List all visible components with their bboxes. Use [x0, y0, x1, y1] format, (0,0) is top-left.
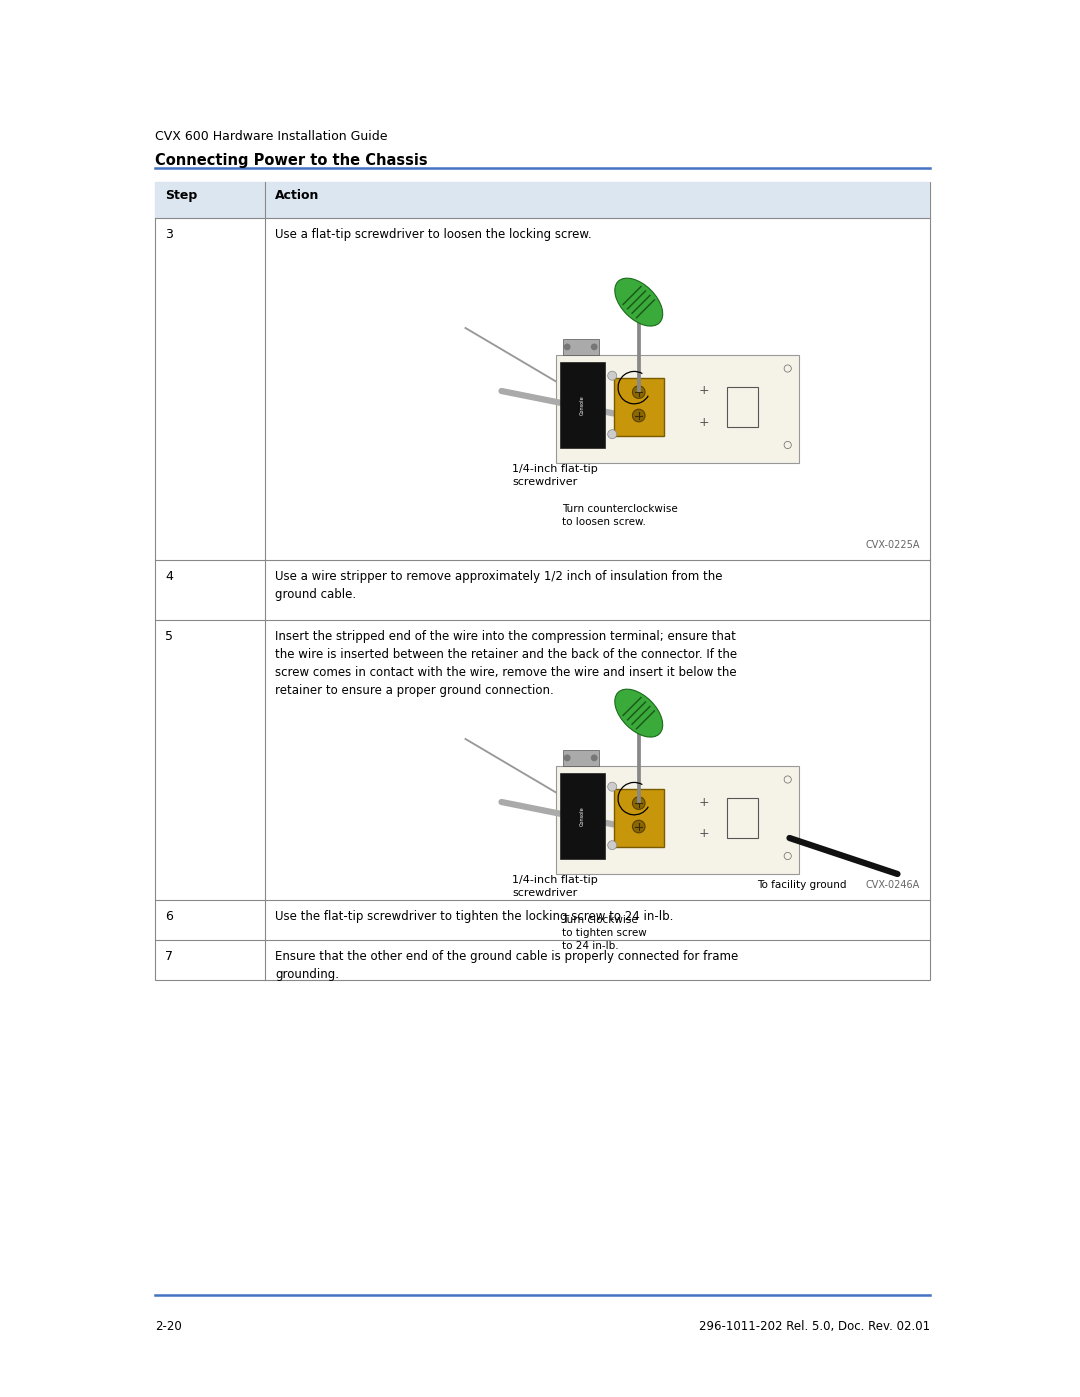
Bar — [561, 773, 605, 859]
Bar — [561, 362, 605, 447]
Text: +: + — [699, 795, 710, 809]
Text: Ensure that the other end of the ground cable is properly connected for frame
gr: Ensure that the other end of the ground … — [275, 950, 739, 981]
Text: Use the flat-tip screwdriver to tighten the locking screw to 24 in-lb.: Use the flat-tip screwdriver to tighten … — [275, 909, 673, 923]
Circle shape — [633, 386, 645, 398]
Text: Insert the stripped end of the wire into the compression terminal; ensure that
t: Insert the stripped end of the wire into… — [275, 630, 738, 697]
Bar — [615, 377, 663, 436]
Bar — [563, 750, 598, 766]
Text: To facility ground: To facility ground — [757, 880, 847, 890]
Text: CVX-0246A: CVX-0246A — [866, 880, 920, 890]
Text: +: + — [699, 384, 710, 398]
Circle shape — [633, 796, 645, 809]
Text: 2-20: 2-20 — [156, 1320, 181, 1333]
Circle shape — [608, 372, 617, 380]
Text: 1/4-inch flat-tip
screwdriver: 1/4-inch flat-tip screwdriver — [513, 875, 598, 898]
Bar — [555, 355, 798, 462]
Text: 7: 7 — [165, 950, 173, 963]
Bar — [615, 788, 663, 847]
Text: Turn counterclockwise
to loosen screw.: Turn counterclockwise to loosen screw. — [563, 504, 678, 527]
Circle shape — [592, 756, 597, 760]
Bar — [555, 766, 798, 875]
Circle shape — [608, 430, 617, 439]
Bar — [563, 339, 598, 355]
Circle shape — [608, 782, 617, 791]
Text: Console: Console — [580, 806, 585, 826]
Text: 3: 3 — [165, 228, 173, 242]
Text: +: + — [699, 416, 710, 429]
Text: Use a wire stripper to remove approximately 1/2 inch of insulation from the
grou: Use a wire stripper to remove approximat… — [275, 570, 723, 601]
Text: Action: Action — [275, 189, 320, 203]
Circle shape — [565, 344, 570, 349]
Text: CVX-0225A: CVX-0225A — [865, 541, 920, 550]
Text: Step: Step — [165, 189, 198, 203]
Text: Console: Console — [580, 395, 585, 415]
Bar — [156, 182, 930, 981]
Text: 296-1011-202 Rel. 5.0, Doc. Rev. 02.01: 296-1011-202 Rel. 5.0, Doc. Rev. 02.01 — [699, 1320, 930, 1333]
Text: Turn clockwise
to tighten screw
to 24 in-lb.: Turn clockwise to tighten screw to 24 in… — [563, 915, 647, 951]
Text: 6: 6 — [165, 909, 173, 923]
Ellipse shape — [615, 689, 663, 738]
Circle shape — [565, 756, 570, 760]
Circle shape — [608, 841, 617, 849]
Text: 5: 5 — [165, 630, 173, 643]
Bar — [727, 387, 758, 427]
Text: Connecting Power to the Chassis: Connecting Power to the Chassis — [156, 154, 428, 168]
Text: 1/4-inch flat-tip
screwdriver: 1/4-inch flat-tip screwdriver — [513, 464, 598, 488]
Text: 4: 4 — [165, 570, 173, 583]
Circle shape — [592, 344, 597, 349]
Bar — [727, 798, 758, 838]
Text: Use a flat-tip screwdriver to loosen the locking screw.: Use a flat-tip screwdriver to loosen the… — [275, 228, 592, 242]
Bar — [156, 182, 930, 218]
Circle shape — [633, 820, 645, 833]
Text: +: + — [699, 827, 710, 840]
Text: CVX 600 Hardware Installation Guide: CVX 600 Hardware Installation Guide — [156, 130, 388, 142]
Ellipse shape — [615, 278, 663, 326]
Circle shape — [633, 409, 645, 422]
